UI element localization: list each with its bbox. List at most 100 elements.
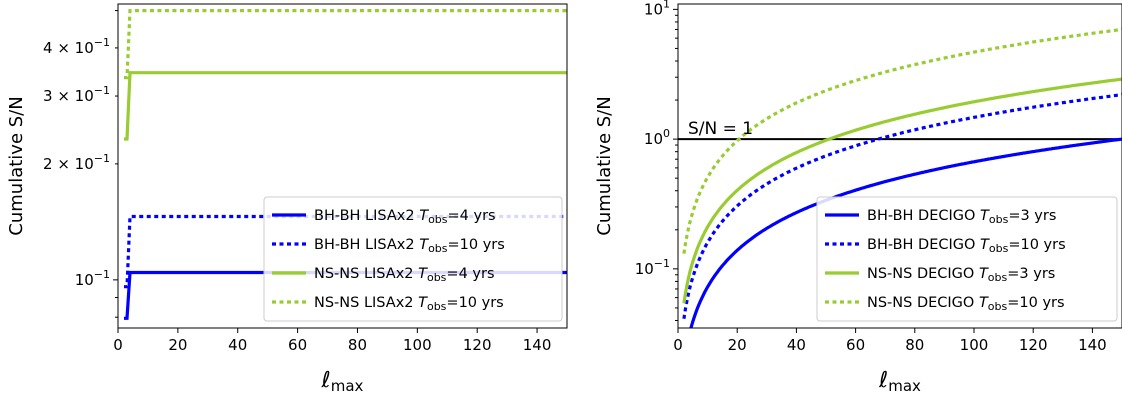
y-tick-exponent: −1 — [94, 36, 110, 49]
x-axis-label: ℓmax — [878, 368, 921, 394]
legend-label-T: T — [980, 237, 990, 253]
legend-label-prefix: BH-BH DECIGO — [867, 237, 980, 253]
x-tick-label: 100 — [960, 336, 989, 354]
legend-entry: BH-BH DECIGO Tobs=10 yrs — [867, 237, 1066, 255]
y-tick-label: 101 — [644, 0, 670, 18]
y-tick-mantissa: 4 × 10 — [43, 39, 94, 57]
axes-frame — [677, 3, 1122, 329]
series-line-4 — [682, 27, 1122, 254]
legend-entry: NS-NS DECIGO Tobs=3 yrs — [867, 266, 1055, 284]
legend-label-T: T — [418, 266, 428, 282]
x-tick-label: 40 — [787, 336, 806, 354]
series-line-1 — [689, 137, 1122, 328]
series-line-3 — [124, 71, 567, 141]
legend-label-sub: obs — [428, 213, 448, 226]
y-tick-exponent: −1 — [94, 84, 110, 97]
legend-label-prefix: NS-NS LISAx2 — [314, 295, 418, 311]
legend-label-suffix: =10 yrs — [448, 237, 505, 253]
x-tick-label: 0 — [113, 336, 123, 354]
y-tick-mantissa: 10 — [75, 271, 94, 289]
legend-label-sub: obs — [427, 271, 447, 284]
x-tick-label: 40 — [228, 336, 247, 354]
x-tick-label: 0 — [673, 336, 683, 354]
legend-label-sub: obs — [427, 300, 447, 313]
x-tick-label: 20 — [728, 336, 747, 354]
x-axis-label-sub: max — [888, 377, 921, 394]
plot-area — [678, 27, 1122, 328]
series-line-2 — [682, 93, 1122, 320]
y-tick-label: 4 × 10−1 — [43, 36, 110, 57]
legend-label-prefix: NS-NS DECIGO — [867, 295, 979, 311]
y-tick-exponent: −1 — [654, 257, 670, 270]
y-tick-exponent: −1 — [94, 152, 110, 165]
y-tick-label: 2 × 10−1 — [43, 152, 110, 173]
legend-entry: BH-BH LISAx2 Tobs=4 yrs — [314, 208, 496, 226]
legend-label-suffix: =4 yrs — [448, 208, 496, 224]
y-tick-label: 10−1 — [635, 257, 670, 278]
y-tick-mantissa: 3 × 10 — [43, 87, 94, 105]
legend-label-suffix: =10 yrs — [446, 295, 503, 311]
legend-label-sub: obs — [988, 271, 1008, 284]
legend-entry: NS-NS LISAx2 Tobs=10 yrs — [314, 295, 504, 313]
y-tick-label: 10−1 — [75, 268, 110, 289]
legend-label-prefix: BH-BH LISAx2 — [314, 208, 419, 224]
x-tick-label: 100 — [403, 336, 432, 354]
y-tick-exponent: −1 — [94, 268, 110, 281]
legend-entry: BH-BH DECIGO Tobs=3 yrs — [867, 208, 1056, 226]
y-tick-mantissa: 10 — [644, 0, 663, 18]
y-tick-exponent: 0 — [663, 127, 670, 140]
legend-label-T: T — [419, 237, 429, 253]
legend-label-T: T — [979, 295, 989, 311]
x-tick-label: 140 — [523, 336, 552, 354]
y-tick-mantissa: 10 — [644, 130, 663, 148]
legend-label-prefix: BH-BH DECIGO — [867, 208, 980, 224]
x-tick-label: 120 — [463, 336, 492, 354]
reference-line-label: S/N = 1 — [688, 119, 753, 139]
y-tick-exponent: 1 — [663, 0, 670, 10]
x-tick-label: 20 — [168, 336, 187, 354]
series-line-4 — [124, 9, 567, 80]
x-tick-label: 80 — [348, 336, 367, 354]
legend-label-suffix: =4 yrs — [446, 266, 494, 282]
x-tick-label: 140 — [1078, 336, 1107, 354]
legend-label-T: T — [980, 208, 990, 224]
legend-label-T: T — [979, 266, 989, 282]
y-tick-label: 3 × 10−1 — [43, 84, 110, 105]
legend-entry: NS-NS DECIGO Tobs=10 yrs — [867, 295, 1065, 313]
x-tick-label: 80 — [905, 336, 924, 354]
x-tick-label: 60 — [846, 336, 865, 354]
x-axis-label: ℓmax — [321, 368, 364, 394]
series-line-3 — [682, 77, 1122, 304]
y-axis-label: Cumulative S/N — [594, 96, 615, 235]
legend-label-suffix: =3 yrs — [1007, 266, 1055, 282]
legend-box — [263, 196, 563, 322]
legend-label-sub: obs — [989, 213, 1009, 226]
legend-label-suffix: =3 yrs — [1008, 208, 1056, 224]
legend-entry: NS-NS LISAx2 Tobs=4 yrs — [314, 266, 495, 284]
right-panel: S/N = 10 20 40 60 80 100 120 14010−1100101ℓmaxC… — [594, 0, 1122, 394]
x-axis-label-base: ℓ — [878, 368, 888, 393]
legend-label-suffix: =10 yrs — [1007, 295, 1064, 311]
legend-box — [816, 196, 1118, 322]
legend-label-prefix: BH-BH LISAx2 — [314, 237, 419, 253]
x-tick-label: 60 — [288, 336, 307, 354]
legend-label-prefix: NS-NS LISAx2 — [314, 266, 418, 282]
legend-label-sub: obs — [428, 242, 448, 255]
y-axis-label: Cumulative S/N — [6, 96, 27, 235]
legend-label-sub: obs — [989, 242, 1009, 255]
x-tick-label: 120 — [1019, 336, 1048, 354]
y-tick-label: 100 — [644, 127, 670, 148]
x-axis-label-base: ℓ — [321, 368, 331, 393]
legend-label-prefix: NS-NS DECIGO — [867, 266, 979, 282]
axes-frame — [117, 3, 568, 329]
y-tick-mantissa: 10 — [635, 260, 654, 278]
legend-label-T: T — [418, 295, 428, 311]
y-tick-mantissa: 2 × 10 — [43, 155, 94, 173]
legend-entry: BH-BH LISAx2 Tobs=10 yrs — [314, 237, 505, 255]
legend-label-T: T — [419, 208, 429, 224]
x-axis-label-sub: max — [331, 377, 364, 394]
series-line-2 — [124, 214, 567, 289]
legend-label-sub: obs — [988, 300, 1008, 313]
